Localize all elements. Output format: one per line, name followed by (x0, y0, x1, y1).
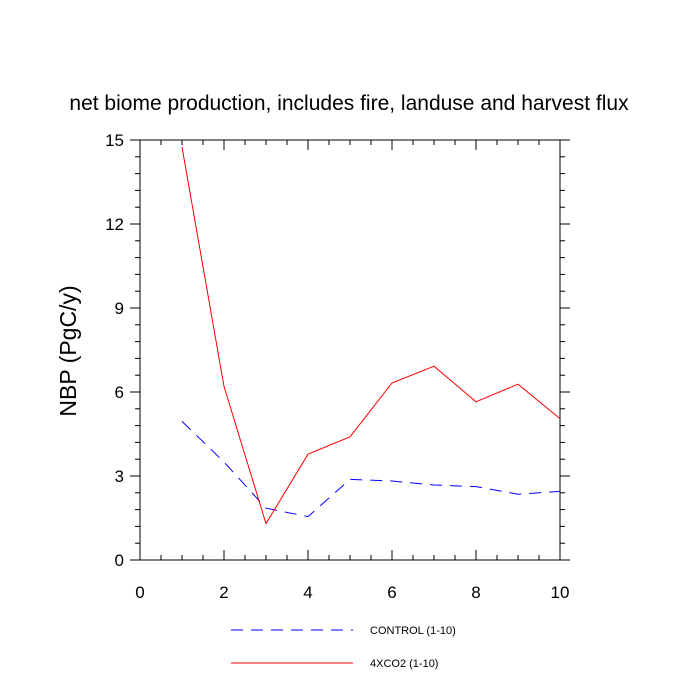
y-tick-label: 9 (115, 299, 124, 318)
legend-label: 4XCO2 (1-10) (370, 658, 438, 670)
x-tick-label: 10 (551, 583, 570, 602)
x-tick-label: 4 (303, 583, 312, 602)
y-tick-label: 12 (105, 215, 124, 234)
y-tick-label: 0 (115, 551, 124, 570)
x-tick-label: 8 (471, 583, 480, 602)
x-tick-label: 2 (219, 583, 228, 602)
series-lines (181, 146, 561, 525)
plot-frame (139, 139, 561, 561)
y-tick-label: 3 (115, 467, 124, 486)
chart-title: net biome production, includes fire, lan… (69, 92, 629, 115)
legend-label: CONTROL (1-10) (370, 625, 456, 637)
y-tick-label: 6 (115, 383, 124, 402)
x-tick-label: 6 (387, 583, 396, 602)
axis-ticks (130, 139, 570, 561)
x-tick-label: 0 (135, 583, 144, 602)
series-line-control (181, 421, 561, 518)
tick-labels: 0 2 4 6 8 10 0 3 6 9 12 15 (105, 131, 569, 602)
legend: CONTROL (1-10) 4XCO2 (1-10) (231, 625, 456, 670)
y-axis-label: NBP (PgC/y) (55, 285, 81, 416)
series-line-4xco2 (181, 146, 561, 525)
y-tick-label: 15 (105, 131, 124, 150)
